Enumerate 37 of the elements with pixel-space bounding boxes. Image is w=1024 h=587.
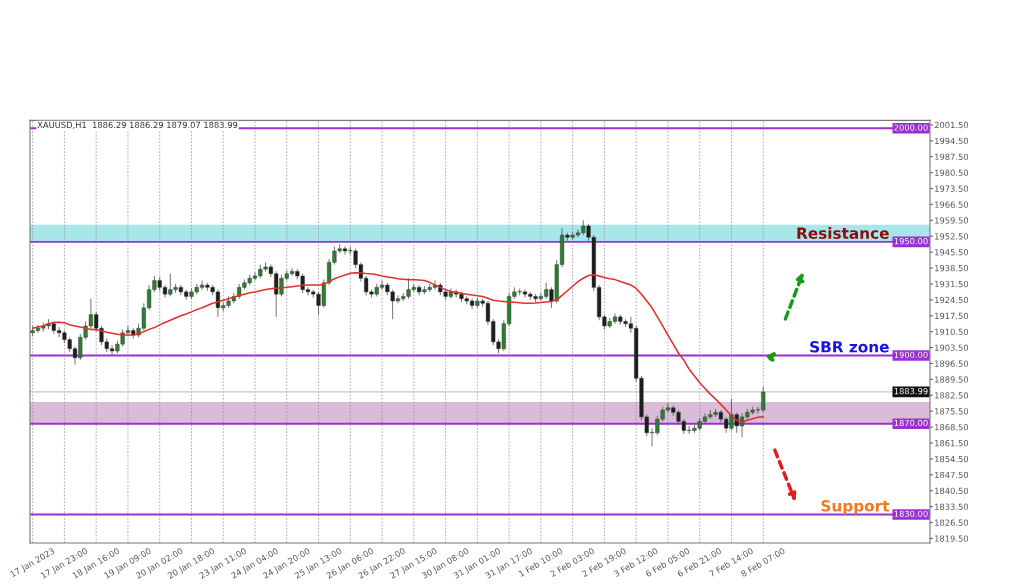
annotation: XAUUSD,H1 1886.29 1886.29 1879.07 1883.99 [37, 121, 238, 129]
y-tick-label: 1826.50 [935, 519, 969, 526]
ref-line-label: 2000.00 [894, 124, 928, 131]
y-tick-label: 1819.50 [935, 535, 969, 542]
y-tick-label: 1945.50 [935, 249, 969, 256]
y-tick-label: 1882.50 [935, 392, 969, 399]
y-tick-label: 2001.50 [934, 121, 969, 129]
y-tick-label: 1987.50 [935, 153, 969, 160]
y-tick-label: 1910.50 [935, 328, 969, 335]
y-tick-label: 1896.50 [935, 360, 969, 367]
ref-line-label: 1883.99 [894, 388, 928, 395]
y-tick-label: 1903.50 [935, 344, 969, 351]
y-tick-label: 1861.50 [935, 439, 969, 447]
y-tick-label: 1833.50 [935, 503, 969, 510]
annotation: SBR zone [810, 341, 889, 353]
y-tick-label: 1917.50 [935, 312, 969, 320]
y-tick-label: 1938.50 [935, 265, 969, 272]
y-tick-label: 1840.50 [935, 487, 969, 494]
annotation: Support [821, 500, 890, 515]
ref-line-label: 1870.00 [894, 419, 928, 427]
y-tick-label: 1889.50 [935, 376, 969, 383]
y-tick-label: 1854.50 [935, 455, 969, 463]
y-tick-label: 1980.50 [935, 169, 969, 176]
y-tick-label: 1847.50 [935, 471, 969, 479]
y-tick-label: 1875.50 [935, 408, 969, 415]
y-tick-label: 1868.50 [935, 424, 969, 431]
ref-line-label: 1830.00 [894, 510, 928, 517]
annotation: Resistance [797, 227, 889, 239]
y-tick-label: 1966.50 [935, 201, 969, 208]
y-tick-label: 1973.50 [935, 185, 969, 192]
ref-line-label: 1950.00 [894, 238, 928, 245]
y-tick-label: 1994.50 [935, 137, 969, 145]
ref-line-label: 1900.00 [894, 351, 928, 358]
y-tick-label: 1931.50 [935, 280, 969, 288]
y-tick-label: 1952.50 [935, 233, 969, 240]
y-tick-label: 1924.50 [935, 296, 969, 304]
y-tick-label: 1959.50 [935, 217, 969, 224]
